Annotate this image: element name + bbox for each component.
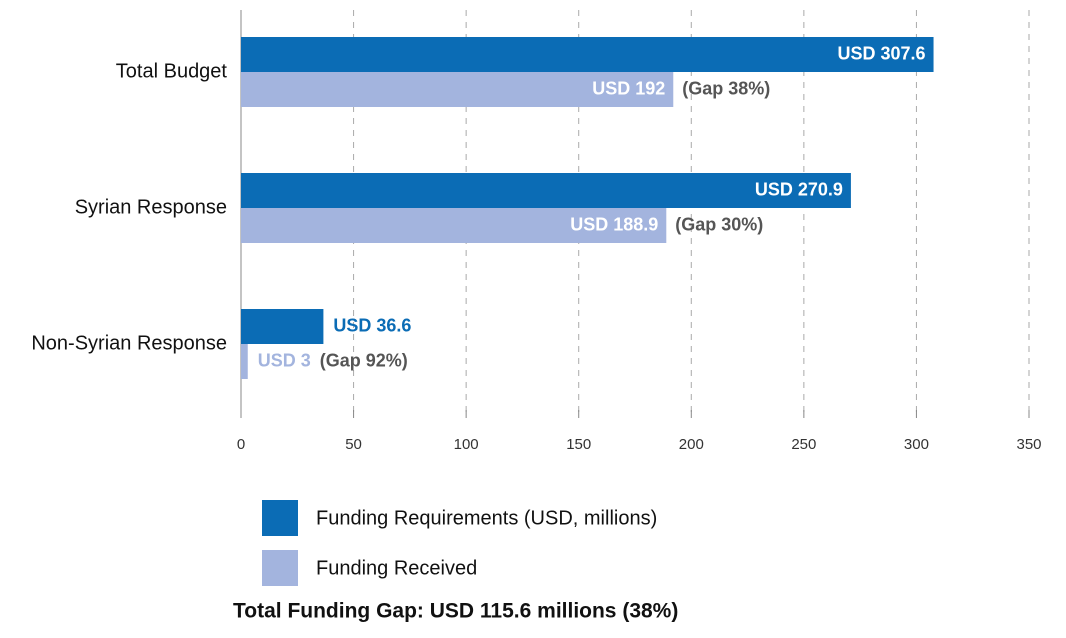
bar [241,208,667,243]
value-label: USD 192 [592,78,665,98]
value-label: USD 188.9 [570,214,658,234]
bar [241,37,934,72]
value-label: USD 36.6 [333,315,411,335]
legend-label: Funding Received [316,557,477,579]
gap-label: (Gap 92%) [320,350,408,370]
legend-swatch [262,500,298,536]
x-tick-label: 200 [679,436,704,453]
bar [241,173,851,208]
x-tick-label: 100 [454,436,479,453]
x-tick-label: 0 [237,436,245,453]
bar [241,72,674,107]
value-label: USD 3 [258,350,311,370]
x-tick-label: 300 [904,436,929,453]
note: Total Funding Gap: USD 115.6 millions (3… [233,600,678,623]
value-label: USD 270.9 [755,179,843,199]
x-tick-label: 350 [1016,436,1041,453]
legend-label: Funding Requirements (USD, millions) [316,507,657,529]
x-tick-label: 150 [566,436,591,453]
value-label: USD 307.6 [837,43,925,63]
category-label: Total Budget [116,60,228,82]
bar [241,344,248,379]
legend-swatch [262,550,298,586]
gap-label: (Gap 30%) [675,214,763,234]
category-label: Non-Syrian Response [31,332,227,354]
x-tick-label: 250 [791,436,816,453]
bar [241,309,324,344]
category-label: Syrian Response [75,196,227,218]
gap-label: (Gap 38%) [682,78,770,98]
x-tick-label: 50 [345,436,362,453]
